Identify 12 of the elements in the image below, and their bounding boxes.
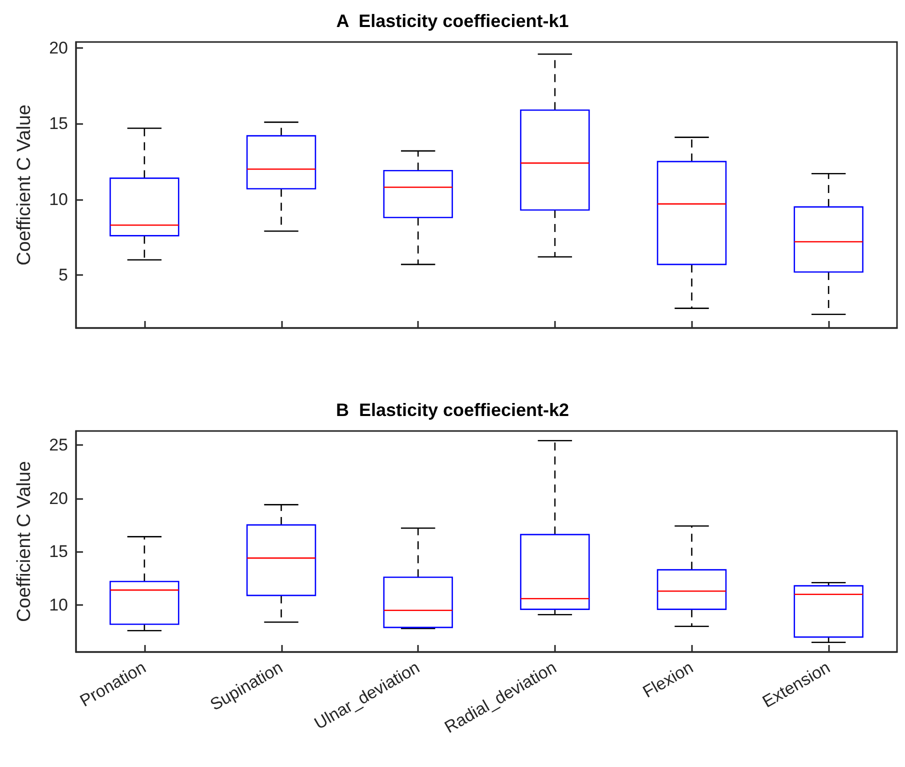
y-axis-title: Coefficient C Value bbox=[14, 104, 35, 266]
y-tick-label: 15 bbox=[49, 114, 68, 134]
y-tick-label: 10 bbox=[49, 190, 68, 209]
chart-title: B Elasticity coeffiecient-k2 bbox=[336, 400, 570, 420]
chart-title: A Elasticity coeffiecient-k1 bbox=[336, 11, 569, 31]
y-tick-label: 5 bbox=[58, 266, 68, 285]
y-tick-label: 20 bbox=[49, 488, 68, 508]
y-axis-title: Coefficient C Value bbox=[14, 461, 35, 622]
y-tick-label: 25 bbox=[49, 435, 68, 454]
y-tick-label: 15 bbox=[49, 542, 68, 562]
y-tick-label: 20 bbox=[49, 38, 68, 58]
y-tick-label: 10 bbox=[49, 596, 68, 615]
